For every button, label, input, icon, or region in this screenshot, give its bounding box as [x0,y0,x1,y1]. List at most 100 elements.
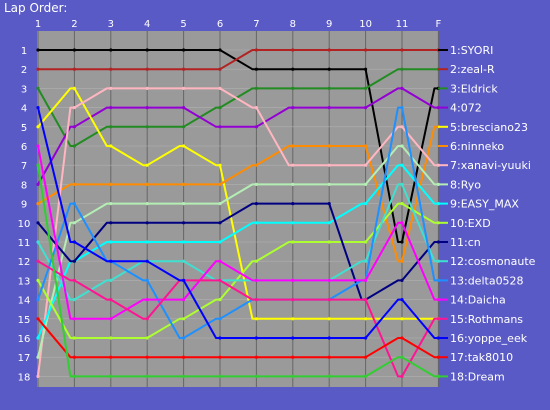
data-point [218,125,222,129]
data-point [364,336,368,340]
data-point [364,48,368,52]
data-point [327,298,331,302]
data-point [218,317,222,321]
data-point [400,163,404,167]
series-line [37,202,439,301]
data-point [72,221,76,225]
data-point [218,355,222,359]
data-point [254,336,258,340]
data-point [109,106,113,110]
data-point [364,106,368,110]
data-point [254,221,258,225]
series-line [37,87,439,377]
data-point [36,48,40,52]
data-point [109,48,113,52]
data-point [218,374,222,378]
y-tick-label: 10 [18,219,31,230]
legend-entry: 17:tak8010 [450,351,513,364]
data-point [145,163,149,167]
data-point [327,67,331,71]
data-point [254,278,258,282]
series-line [37,164,439,339]
data-point [400,317,404,321]
data-point [72,355,76,359]
legend-entry: 1:SYORI [450,44,493,57]
data-point [109,298,113,302]
data-point [72,202,76,206]
data-point [327,106,331,110]
data-point [291,48,295,52]
y-tick-label: 13 [18,276,31,287]
data-point [109,86,113,90]
x-tick-label: 1 [35,19,41,30]
series-line [37,145,439,358]
x-tick-label: 2 [71,19,77,30]
data-point [291,86,295,90]
x-tick-label: 6 [217,19,223,30]
data-point [364,86,368,90]
data-point [327,336,331,340]
y-tick-label: 3 [21,84,27,95]
legend: 1:SYORI 2:zeal-R 3:Eldrick 4:072 5:bresciano… [438,44,536,383]
data-point [36,278,40,282]
data-point [400,221,404,225]
data-point [254,67,258,71]
data-point [291,355,295,359]
data-point [36,163,40,167]
legend-entry: 10:EXD [450,217,491,230]
data-point [291,374,295,378]
y-tick-label: 15 [18,315,31,326]
x-tick-label: 3 [108,19,114,30]
series-line [37,145,439,320]
y-tick-label: 9 [21,200,27,211]
data-point [145,202,149,206]
data-point [364,298,368,302]
data-point [72,86,76,90]
data-point [254,202,258,206]
data-point [254,182,258,186]
data-point [182,240,186,244]
legend-entry: 12:cosmonaute [450,255,536,268]
data-point [400,48,404,52]
data-point [327,202,331,206]
data-point [182,355,186,359]
data-point [109,221,113,225]
data-point [327,182,331,186]
data-point [36,202,40,206]
data-point [145,240,149,244]
data-point [72,317,76,321]
data-point [327,163,331,167]
x-tick-label: 8 [290,19,296,30]
data-point [327,278,331,282]
data-point [182,86,186,90]
data-point [182,298,186,302]
data-point [145,48,149,52]
data-point [400,86,404,90]
data-point [109,355,113,359]
legend-entry: 7:xanavi-yuuki [450,159,531,172]
legend-entry: 13:delta0528 [450,274,524,287]
data-point [400,67,404,71]
y-tick-label: 18 [18,372,31,383]
data-point [291,317,295,321]
x-tick-labels: 1 2 3 4 5 6 7 8 9 10 11 F [35,19,442,30]
data-point [291,298,295,302]
data-point [218,278,222,282]
data-point [109,144,113,148]
y-tick-label: 16 [18,334,31,345]
data-point [327,86,331,90]
legend-entry: 9:EASY_MAX [450,198,519,211]
y-tick-label: 7 [21,161,27,172]
y-tick-label: 12 [18,257,31,268]
data-point [72,106,76,110]
data-point [291,67,295,71]
data-point [36,86,40,90]
data-point [400,144,404,148]
data-point [182,336,186,340]
data-point [145,221,149,225]
data-point [182,182,186,186]
data-point [145,106,149,110]
data-point [36,259,40,263]
data-point [218,86,222,90]
